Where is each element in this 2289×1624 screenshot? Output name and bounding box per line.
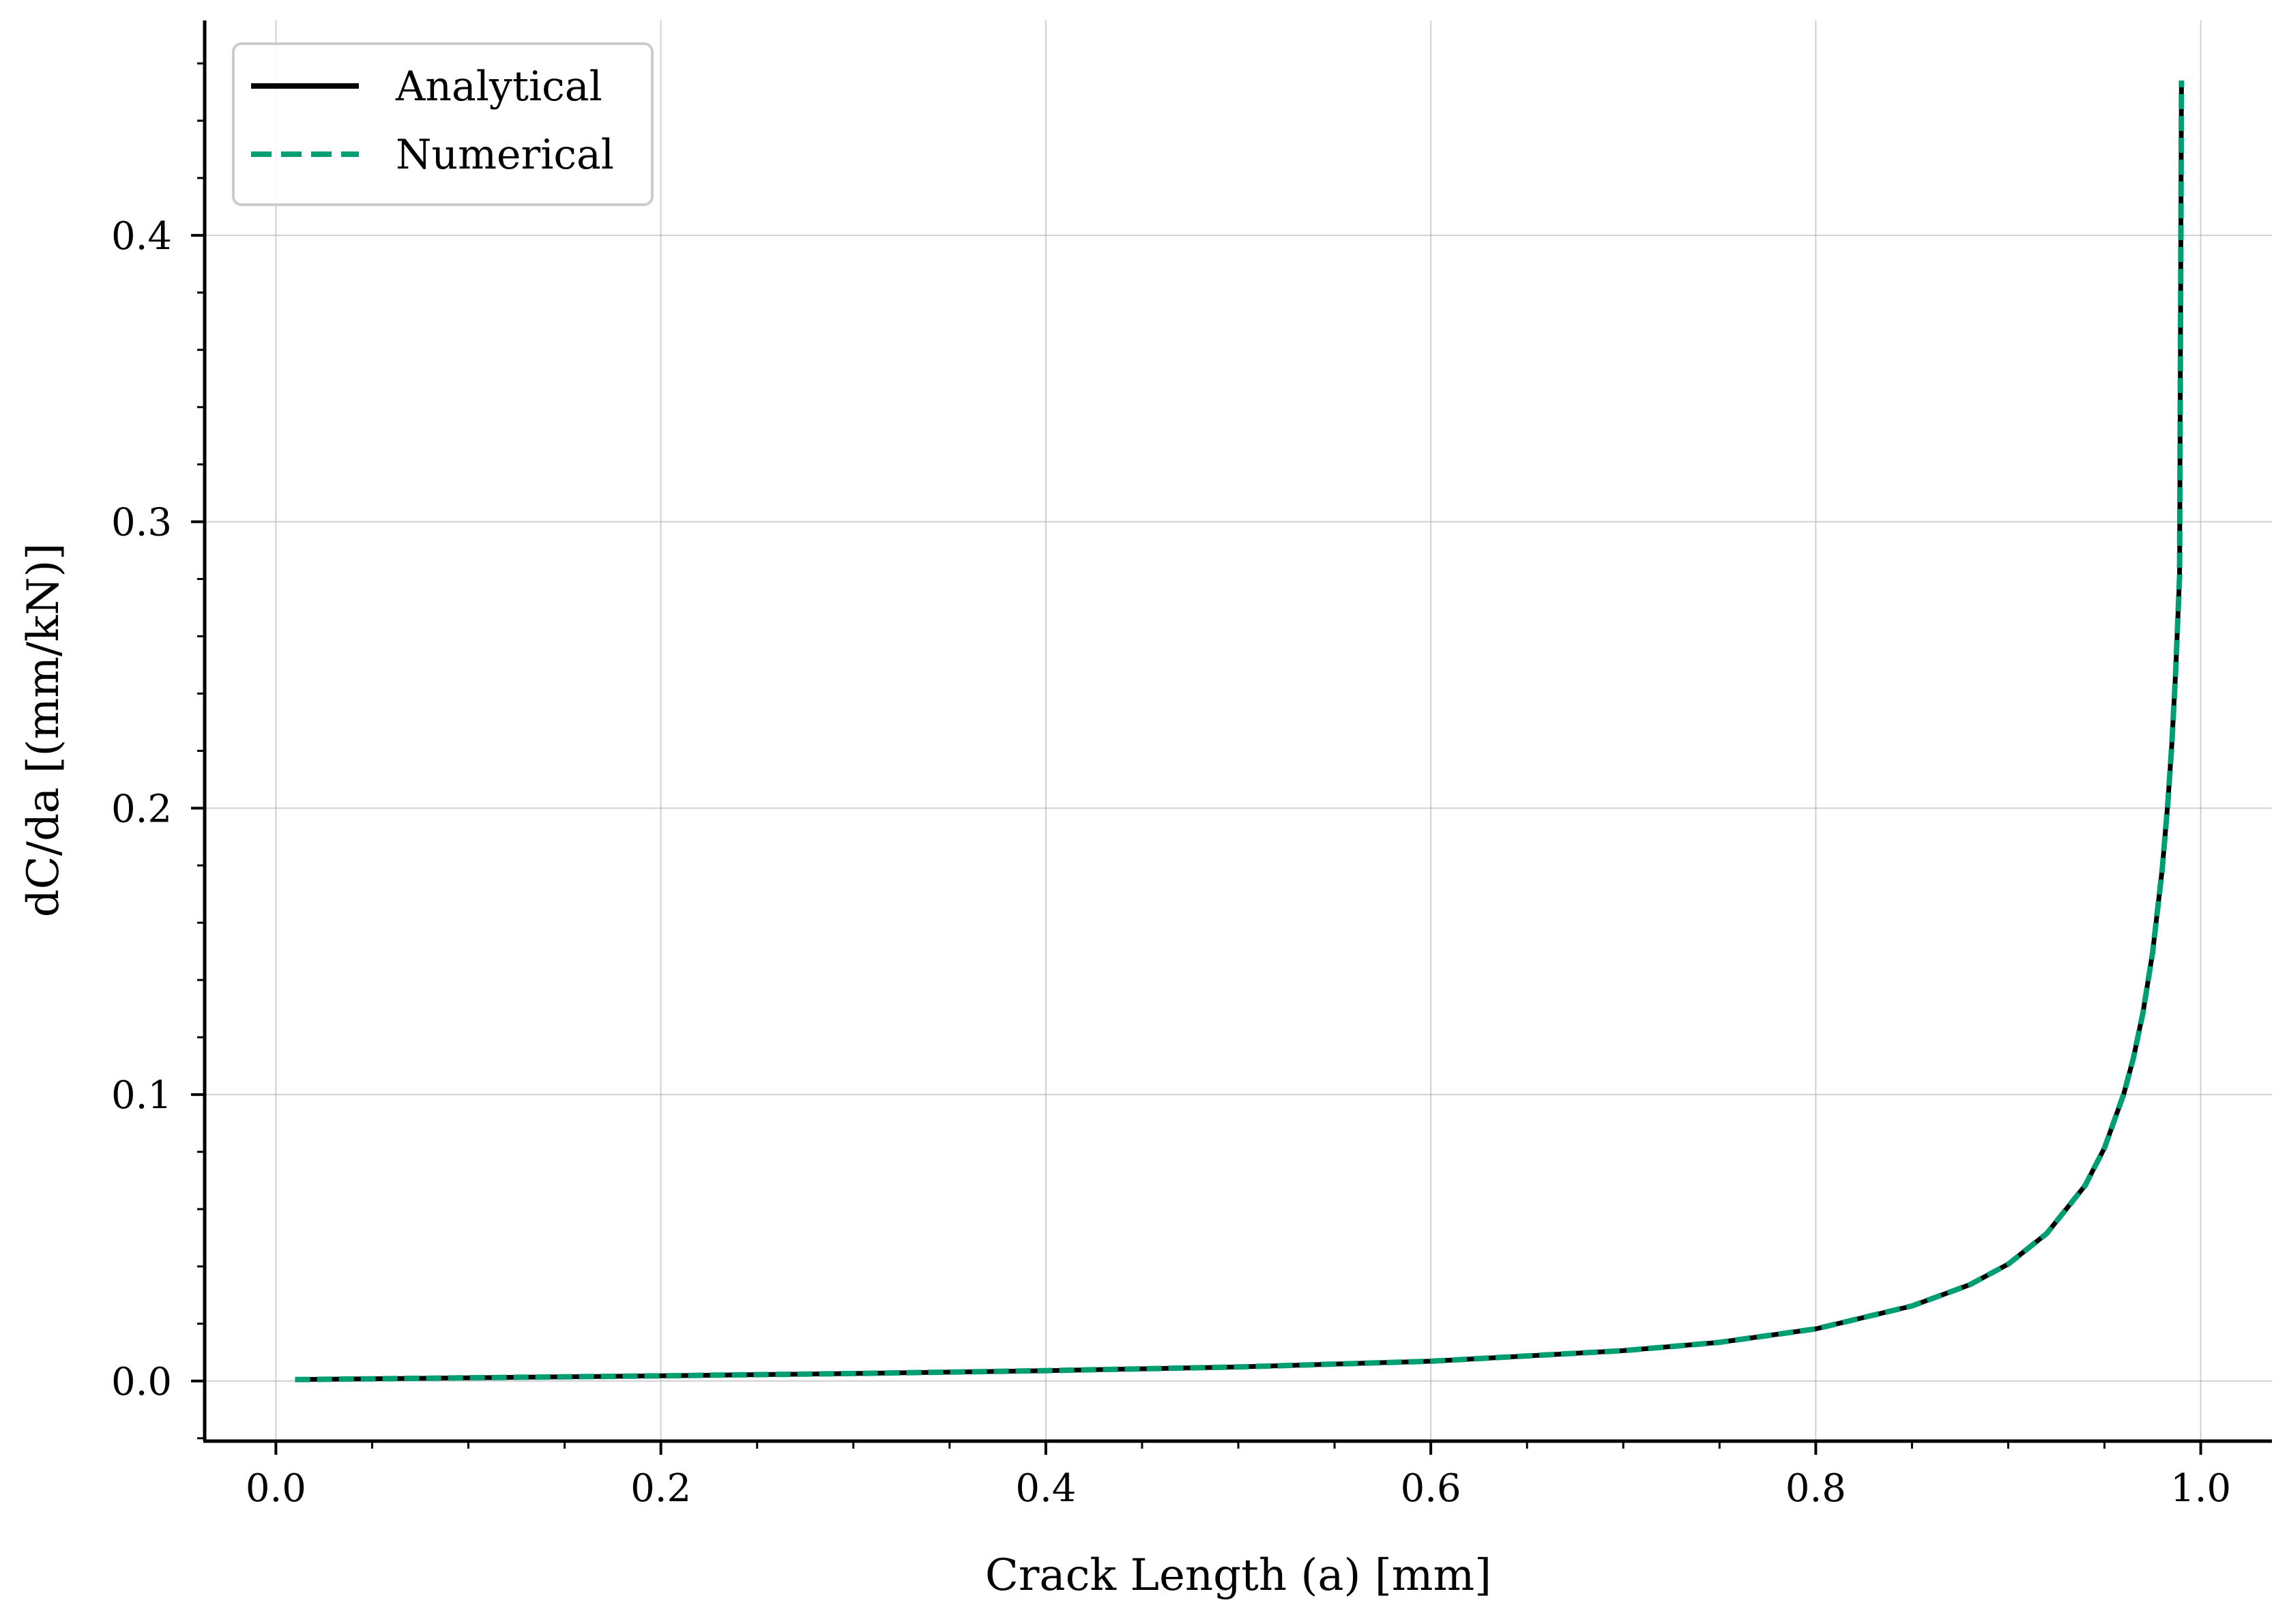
x-tick-label: 0.4 bbox=[1015, 1466, 1076, 1511]
x-tick-label: 0.2 bbox=[630, 1466, 691, 1511]
series-line-numerical bbox=[295, 81, 2185, 1382]
x-axis-label: Crack Length (a) [mm] bbox=[985, 1550, 1491, 1601]
legend-label-numerical: Numerical bbox=[396, 131, 614, 179]
legend: Analytical Numerical bbox=[232, 42, 654, 206]
grid bbox=[205, 20, 2272, 1441]
x-tick-label: 0.6 bbox=[1401, 1466, 1461, 1511]
x-tick-label: 1.0 bbox=[2170, 1466, 2231, 1511]
y-tick-label: 0.2 bbox=[111, 787, 172, 831]
y-axis-label: dC/da [(mm/kN)] bbox=[18, 543, 69, 918]
series-line-analytical bbox=[295, 81, 2184, 1382]
x-tick-label: 0.8 bbox=[1785, 1466, 1846, 1511]
y-tick-label: 0.4 bbox=[111, 214, 172, 259]
series-layer bbox=[295, 81, 2185, 1382]
legend-label-analytical: Analytical bbox=[395, 63, 602, 111]
y-tick-label: 0.1 bbox=[111, 1073, 172, 1118]
y-tick-label: 0.3 bbox=[111, 501, 172, 545]
x-tick-label: 0.0 bbox=[246, 1466, 306, 1511]
y-tick-label: 0.0 bbox=[111, 1360, 172, 1404]
ticks: 0.0 0.2 0.4 0.6 0.8 1.0 0.0 0.1 0.2 0.3 0.4 bbox=[111, 62, 2231, 1511]
axes bbox=[203, 20, 2272, 1443]
